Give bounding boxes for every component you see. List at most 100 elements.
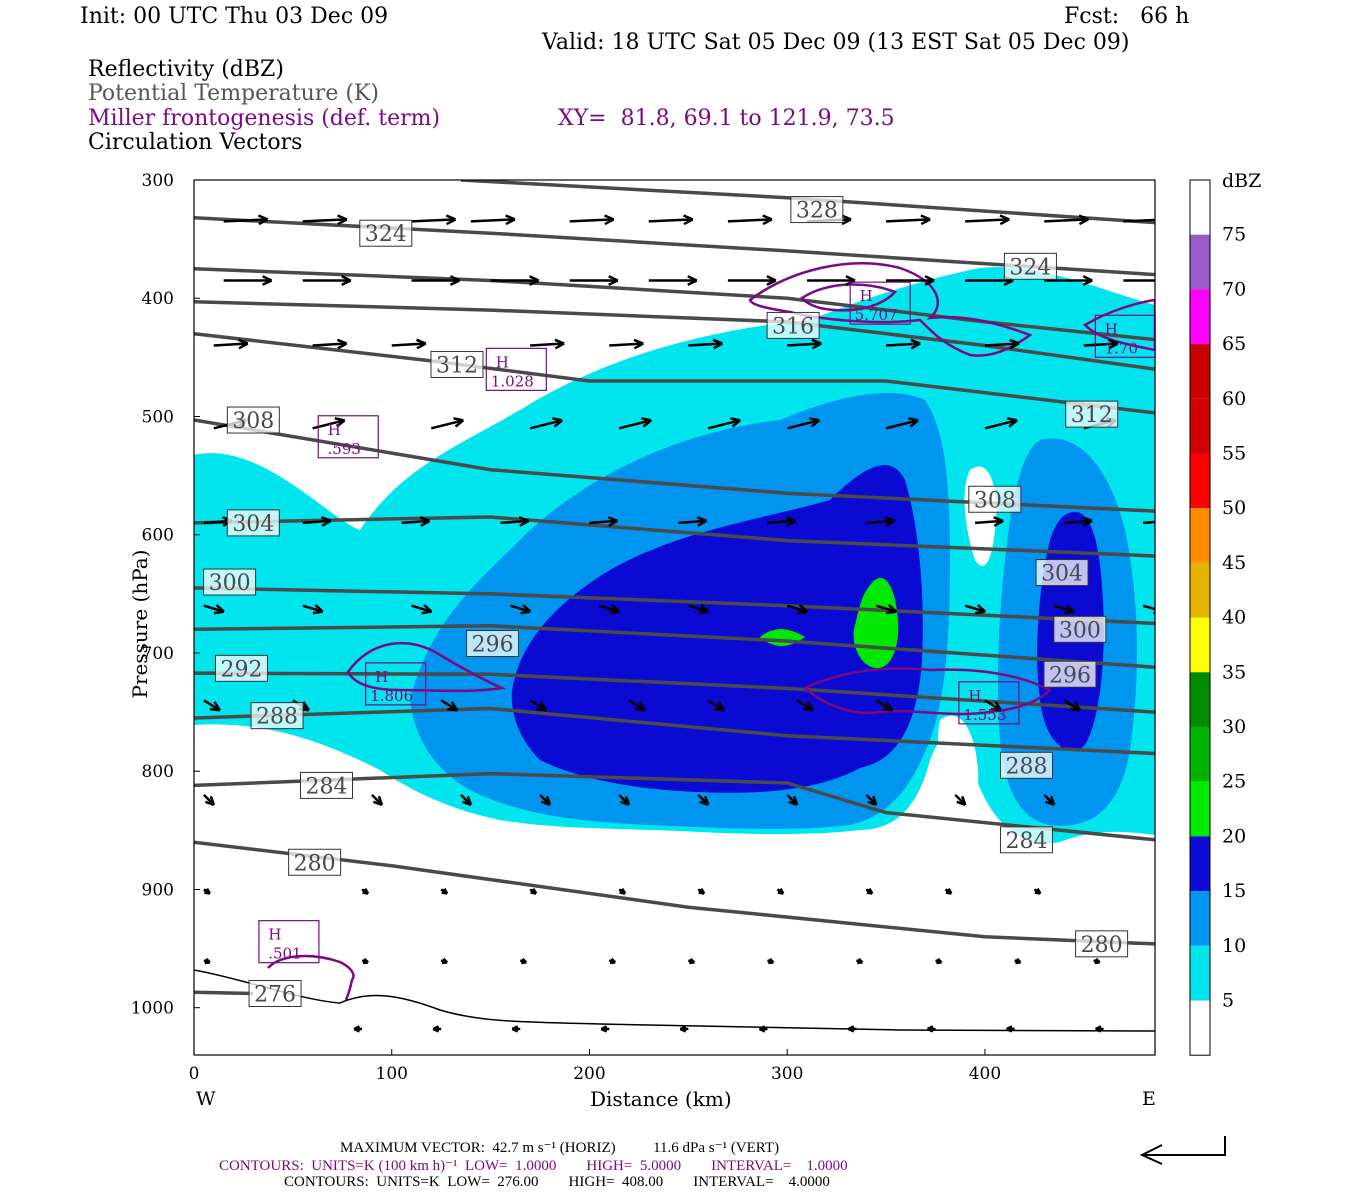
colorbar-label: 45	[1222, 552, 1246, 574]
vector-arrowhead	[712, 338, 723, 350]
vector-arrowhead	[683, 214, 694, 226]
vector-arrowhead	[520, 604, 532, 615]
vector-arrowhead	[698, 888, 706, 895]
vector-arrowhead	[341, 275, 352, 286]
vector-arrowhead	[213, 604, 225, 615]
circulation-vector	[984, 419, 1018, 430]
colorbar-label: 10	[1222, 935, 1246, 957]
vector-arrowhead	[445, 214, 457, 226]
theta-label: 328	[796, 199, 838, 224]
theta-contour-line	[194, 624, 1155, 669]
vector-arrowhead	[607, 516, 619, 527]
vector-arrowhead	[1064, 604, 1075, 615]
circulation-vector	[302, 218, 347, 223]
circulation-vector	[974, 519, 1004, 525]
theta-label-box	[288, 848, 342, 876]
circulation-vector	[530, 342, 565, 347]
colorbar-segment	[1190, 234, 1210, 290]
vector-arrowhead	[1015, 957, 1022, 965]
theta-label-box	[999, 751, 1053, 779]
circulation-vector	[796, 699, 814, 712]
y-tick-label: 1000	[131, 999, 174, 1019]
theta-label-box	[1043, 660, 1097, 688]
y-tick-label: 700	[142, 644, 174, 664]
circulation-vector	[569, 218, 614, 223]
theta-label: 324	[1009, 255, 1051, 280]
theta-label: 292	[220, 657, 262, 682]
fronto-max-box	[365, 662, 427, 706]
y-tick-label: 900	[142, 880, 174, 900]
vector-arrowhead	[505, 214, 516, 226]
circulation-vector	[885, 419, 919, 430]
vector-arrowhead	[803, 701, 815, 712]
colorbar-segment	[1190, 891, 1210, 946]
y-tick-label: 300	[142, 171, 174, 191]
vector-arrowhead	[204, 888, 211, 895]
x-right-end-label: E	[1142, 1088, 1156, 1110]
vector-arrowhead	[687, 275, 698, 286]
circulation-vector	[312, 342, 347, 347]
colorbar-label: 50	[1222, 497, 1246, 519]
vector-arrowhead	[209, 701, 221, 712]
theta-label: 304	[232, 512, 274, 537]
vector-arrowhead	[609, 604, 621, 615]
y-tick-label: 600	[142, 526, 174, 546]
circulation-vector	[618, 419, 652, 430]
theta-label-box	[214, 654, 268, 682]
circulation-vector	[609, 342, 644, 347]
circulation-vector	[213, 342, 248, 347]
vector-arrowhead	[785, 516, 797, 527]
vector-arrowhead	[924, 275, 935, 286]
vector-arrowhead	[1006, 417, 1018, 428]
fronto-contour-3	[1082, 298, 1155, 352]
refl-hole-3	[938, 715, 979, 802]
vector-arrowhead	[320, 516, 332, 527]
colorbar-label: 5	[1222, 990, 1234, 1012]
x-left-end-label: W	[196, 1088, 216, 1110]
colorbar-label: 65	[1222, 333, 1246, 355]
circulation-vector	[707, 699, 725, 712]
vector-arrowhead	[641, 417, 652, 428]
theta-label-box	[790, 196, 844, 224]
vector-arrowhead	[975, 604, 987, 615]
theta-label: 312	[1071, 403, 1113, 428]
theta-label-box	[359, 219, 413, 247]
theta-label: 300	[209, 571, 251, 596]
vector-arrowhead	[847, 1025, 855, 1033]
theta-contour-line	[460, 180, 1155, 225]
circulation-vector	[1083, 342, 1118, 347]
y-tick-label: 800	[142, 762, 174, 782]
colorbar-segment	[1190, 945, 1210, 1001]
fronto-max-box	[317, 415, 379, 459]
theta-label-box	[1035, 559, 1089, 587]
vector-arrowhead	[866, 888, 874, 895]
theta-label-box	[1065, 400, 1119, 428]
theta-label: 296	[472, 633, 514, 658]
vector-arrowhead	[453, 417, 465, 428]
theta-label: 312	[436, 353, 478, 378]
vector-arrowhead	[945, 888, 953, 895]
circulation-vector	[391, 342, 426, 347]
vector-arrowhead	[679, 1025, 687, 1033]
circulation-vector	[964, 604, 986, 613]
colorbar-segment	[1190, 781, 1210, 837]
vector-arrowhead	[766, 275, 777, 286]
vector-arrowhead	[362, 957, 369, 965]
colorbar-segment	[1190, 562, 1210, 618]
circulation-vector	[411, 218, 456, 223]
vector-arrowhead	[536, 701, 548, 712]
circulation-vector	[411, 604, 432, 613]
vector-arrowhead	[204, 795, 216, 807]
theta-label-box	[203, 568, 257, 596]
circulation-vector	[529, 699, 547, 712]
circulation-vector	[984, 699, 1002, 712]
theta-label-box	[999, 826, 1053, 854]
vector-arrowhead	[1082, 516, 1093, 527]
circulation-vector	[599, 604, 620, 613]
fronto-max-value: .593	[328, 440, 361, 458]
theta-label: 308	[974, 488, 1016, 513]
circulation-vector	[203, 604, 225, 613]
colorbar-unit: dBZ	[1222, 170, 1262, 192]
vector-arrowhead	[633, 338, 644, 350]
vector-arrowhead	[336, 338, 348, 350]
